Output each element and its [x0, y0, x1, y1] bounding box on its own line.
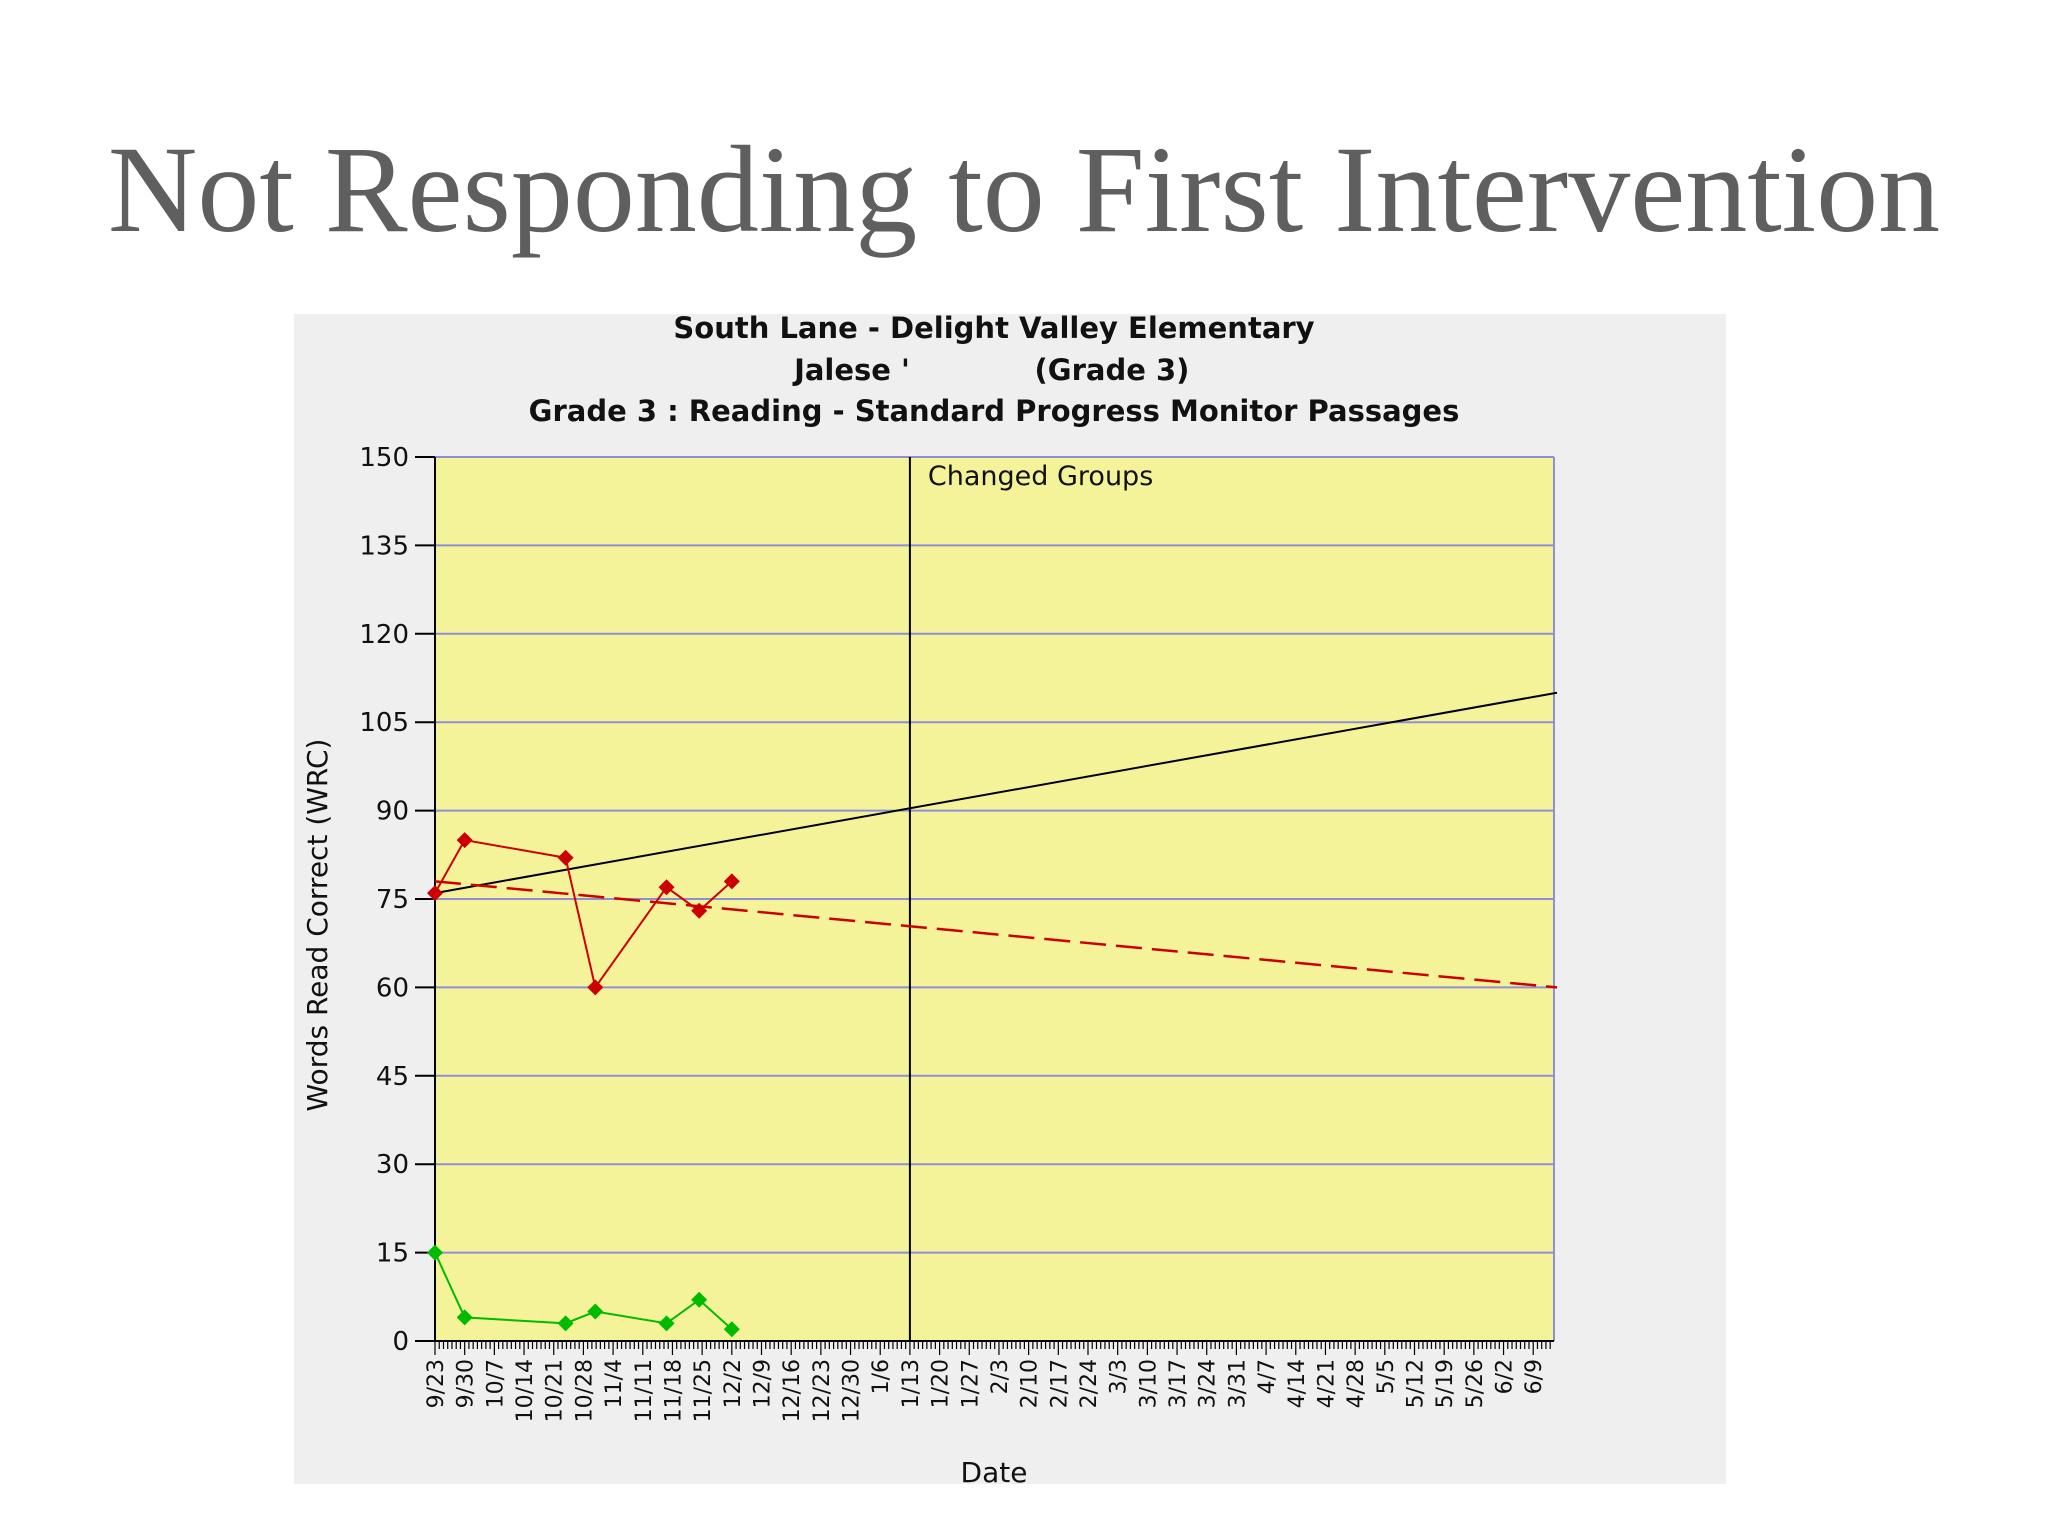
- x-tick-label: 5/12: [1403, 1359, 1428, 1408]
- x-tick-label: 5/19: [1433, 1359, 1458, 1408]
- series-1-point: [587, 1303, 604, 1320]
- x-tick-label: 5/5: [1374, 1359, 1399, 1394]
- x-tick-label: 1/27: [958, 1359, 983, 1408]
- x-tick-label: 3/3: [1107, 1359, 1132, 1394]
- x-tick-label: 11/25: [691, 1359, 716, 1422]
- chart-title-student: Jalese ': [792, 353, 910, 387]
- x-tick-label: 11/11: [632, 1359, 657, 1422]
- x-axis-label: Date: [961, 1456, 1028, 1484]
- x-tick-label: 12/16: [780, 1359, 805, 1422]
- y-tick-label: 90: [376, 797, 409, 827]
- x-tick-label: 6/2: [1493, 1359, 1518, 1394]
- slide-title: Not Responding to First Intervention: [107, 121, 1941, 258]
- x-tick-label: 5/26: [1463, 1359, 1488, 1408]
- x-tick-label: 4/7: [1255, 1359, 1280, 1394]
- x-tick-label: 10/28: [572, 1359, 597, 1422]
- chart-title-line-1: South Lane - Delight Valley Elementary: [673, 314, 1314, 345]
- x-tick-label: 9/23: [424, 1359, 449, 1408]
- series-1-point: [557, 1315, 574, 1332]
- progress-monitoring-chart: South Lane - Delight Valley Elementary J…: [301, 314, 1558, 1484]
- y-axis-label: Words Read Correct (WRC): [301, 739, 334, 1112]
- x-tick-label: 12/30: [840, 1359, 865, 1422]
- x-tick-label: 2/17: [1047, 1359, 1072, 1408]
- y-tick-label: 105: [359, 708, 409, 738]
- x-tick-label: 12/2: [721, 1359, 746, 1408]
- y-tick-label: 150: [359, 443, 409, 473]
- series-0-point: [587, 979, 604, 996]
- x-tick-label: 1/13: [899, 1359, 924, 1408]
- x-tick-label: 11/18: [661, 1359, 686, 1422]
- y-tick-label: 135: [359, 531, 409, 561]
- x-tick-label: 2/24: [1077, 1359, 1102, 1408]
- series-0-point: [691, 902, 708, 919]
- series-1-point: [658, 1315, 675, 1332]
- y-tick-label: 120: [359, 620, 409, 650]
- y-tick-label: 75: [376, 885, 409, 915]
- series-1-point: [456, 1309, 473, 1326]
- x-tick-label: 2/10: [1018, 1359, 1043, 1408]
- series-1-point: [427, 1244, 443, 1261]
- x-tick-label: 2/3: [988, 1359, 1013, 1394]
- x-tick-label: 12/9: [750, 1359, 775, 1408]
- x-tick-label: 6/9: [1522, 1359, 1547, 1394]
- chart-title-line-3: Grade 3 : Reading - Standard Progress Mo…: [529, 394, 1460, 428]
- series-0-point: [723, 873, 740, 890]
- x-tick-label: 3/31: [1225, 1359, 1250, 1408]
- y-tick-label: 0: [392, 1327, 409, 1357]
- y-tick-label: 15: [376, 1239, 409, 1269]
- x-tick-label: 10/7: [483, 1359, 508, 1408]
- x-tick-label: 1/6: [869, 1359, 894, 1394]
- series-0-point: [557, 849, 574, 866]
- series-0-point: [427, 885, 443, 902]
- series-0-point: [456, 832, 473, 849]
- x-tick-label: 11/4: [602, 1359, 627, 1408]
- x-tick-label: 1/20: [929, 1359, 954, 1408]
- x-tick-label: 10/14: [513, 1359, 538, 1422]
- x-tick-label: 4/21: [1314, 1359, 1339, 1408]
- trend-line: [434, 880, 1558, 989]
- x-tick-label: 12/23: [810, 1359, 835, 1422]
- x-tick-label: 3/10: [1136, 1359, 1161, 1408]
- x-tick-label: 4/14: [1285, 1359, 1310, 1408]
- series-1-point: [723, 1321, 740, 1338]
- x-tick-label: 9/30: [454, 1359, 479, 1408]
- y-tick-label: 45: [376, 1062, 409, 1092]
- x-tick-label: 10/21: [543, 1359, 568, 1422]
- phase-change-label: Changed Groups: [928, 461, 1153, 492]
- y-tick-label: 60: [376, 973, 409, 1003]
- aim-line: [434, 691, 1558, 895]
- x-tick-label: 3/17: [1166, 1359, 1191, 1408]
- series-0-point: [658, 879, 675, 896]
- y-tick-label: 30: [376, 1150, 409, 1180]
- chart-title-grade: (Grade 3): [1035, 353, 1190, 387]
- chart-panel: South Lane - Delight Valley Elementary J…: [294, 314, 1726, 1484]
- series-1-point: [691, 1291, 708, 1308]
- x-tick-label: 4/28: [1344, 1359, 1369, 1408]
- x-tick-label: 3/24: [1196, 1359, 1221, 1408]
